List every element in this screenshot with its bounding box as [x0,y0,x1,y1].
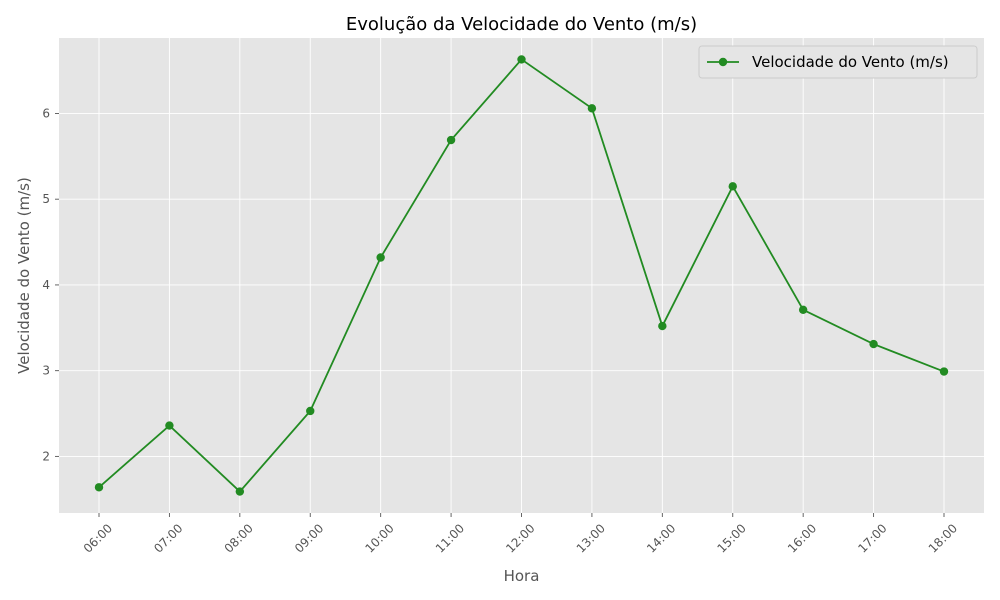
y-tick-label: 5 [42,192,50,206]
data-point [306,406,315,416]
y-tick-label: 3 [42,364,50,378]
y-tick-label: 6 [42,106,50,120]
data-point [869,339,878,349]
y-tick-label: 2 [42,449,50,463]
data-point [376,253,385,262]
data-point [939,367,949,376]
y-tick-label: 4 [42,278,50,292]
legend-marker [718,57,728,67]
data-point [165,421,174,430]
legend: Velocidade do Vento (m/s) [698,45,978,79]
grid [59,38,984,513]
legend-box [698,45,978,79]
x-axis-label: Hora [504,567,540,585]
data-point [798,305,808,314]
series-layer [94,55,949,496]
data-point [446,135,456,145]
legend-label: Velocidade do Vento (m/s) [752,53,949,71]
data-point [728,182,737,191]
data-point [587,104,597,113]
chart-title: Evolução da Velocidade do Vento (m/s) [346,14,697,35]
y-axis-label: Velocidade do Vento (m/s) [15,177,33,374]
data-point [235,487,245,496]
data-point [658,321,667,331]
data-point [517,55,526,64]
data-point [94,483,104,492]
